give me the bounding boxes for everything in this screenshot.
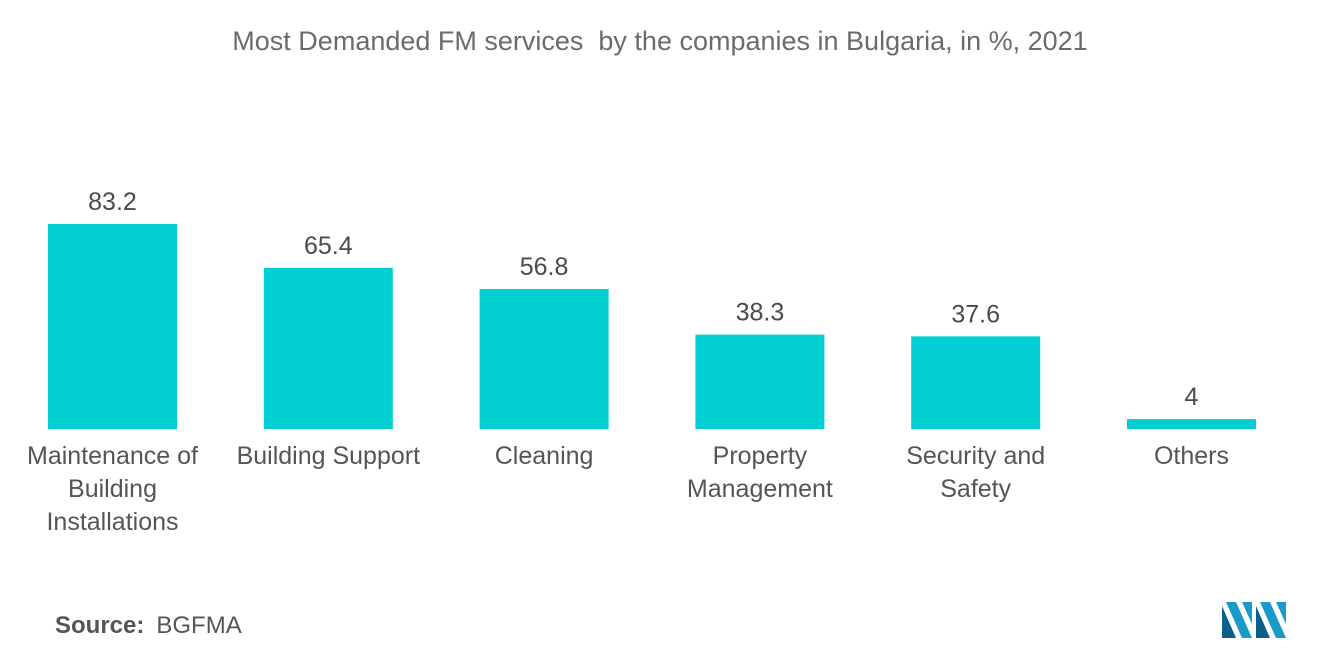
category-label-line: Others [1154,442,1229,470]
source-line: Source: BGFMA [55,612,242,640]
bar-chart: 83.2 Maintenance of Building Installations 6… [27,188,1256,536]
bar-3 [695,334,825,429]
category-label-line: Property [713,442,808,470]
value-label-5: 4 [1185,383,1199,411]
chart-title: Most Demanded FM services by the compani… [232,26,1088,56]
source-value: BGFMA [156,612,242,639]
bar-0 [48,224,177,429]
source-label: Source: [55,612,145,639]
category-label-line: Security and [906,442,1045,470]
value-label-1: 65.4 [304,232,353,260]
category-label-line: Management [687,475,833,503]
bar-5 [1127,419,1256,429]
category-label-0: Maintenance of Building Installations [27,442,198,536]
category-label-1: Building Support [237,442,421,470]
category-label-4: Security and Safety [906,442,1045,503]
category-label-line: Installations [46,508,178,536]
category-label-line: Building [68,475,157,503]
category-label-2: Cleaning [495,442,594,470]
category-label-line: Building Support [237,442,421,470]
value-label-3: 38.3 [736,299,785,327]
value-label-2: 56.8 [520,253,569,281]
category-label-line: Cleaning [495,442,594,470]
category-label-5: Others [1154,442,1229,470]
bar-2 [479,289,609,429]
value-label-0: 83.2 [88,188,137,216]
value-label-4: 37.6 [951,300,1000,328]
category-label-line: Safety [940,475,1011,503]
bar-1 [263,267,393,429]
category-label-3: Property Management [687,442,833,503]
mordor-intelligence-logo-icon [1222,602,1286,638]
category-label-line: Maintenance of [27,442,198,470]
bar-4 [911,336,1041,429]
